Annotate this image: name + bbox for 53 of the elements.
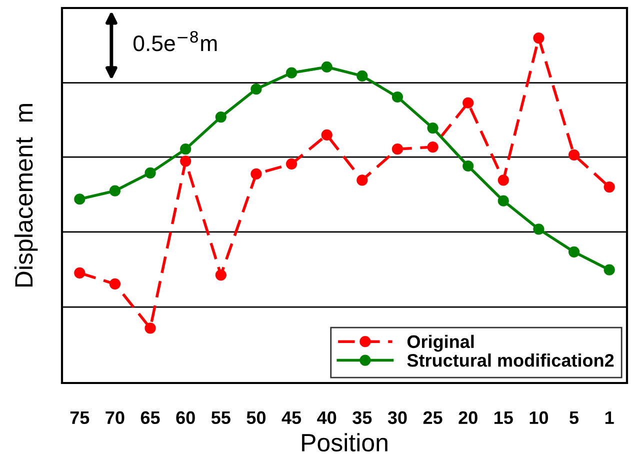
point	[392, 91, 404, 103]
x-tick-label: 70	[106, 411, 124, 424]
point	[215, 269, 226, 281]
point	[392, 144, 404, 155]
point	[74, 267, 86, 279]
point	[250, 84, 262, 95]
point	[286, 158, 298, 170]
point	[215, 111, 226, 123]
point	[321, 129, 332, 141]
x-tick-label: 75	[70, 411, 90, 424]
point	[568, 246, 580, 258]
x-tick-label: 55	[211, 411, 230, 424]
point	[568, 149, 580, 161]
x-tick-label: 45	[282, 411, 302, 424]
point	[180, 144, 192, 155]
annotation: 0.5e$^{−8}$m	[133, 30, 217, 52]
point	[462, 160, 474, 172]
point	[180, 156, 192, 167]
legend-label: Structural modification2	[407, 354, 614, 367]
point	[427, 141, 438, 153]
x-tick-label: 25	[423, 411, 442, 424]
point	[498, 195, 509, 206]
point	[498, 174, 509, 186]
x-tick-label: 15	[494, 411, 513, 424]
x-tick-label: 35	[352, 411, 372, 424]
point	[356, 70, 368, 82]
point	[604, 181, 615, 193]
point	[144, 167, 156, 178]
point	[462, 97, 474, 108]
x-tick-label: 5	[570, 411, 579, 424]
point	[533, 224, 544, 235]
point	[250, 168, 262, 180]
legend-label: Original	[407, 334, 474, 352]
point	[356, 174, 368, 186]
x-tick-label: 30	[388, 411, 407, 424]
x-axis-title: Position	[302, 433, 388, 452]
x-tick-label: 50	[246, 411, 266, 424]
x-tick-label: 20	[458, 411, 478, 424]
point	[109, 278, 121, 290]
x-tick-label: 40	[317, 411, 336, 424]
point	[144, 322, 156, 334]
x-tick-label: 1	[605, 411, 614, 424]
point	[533, 32, 544, 44]
point	[427, 122, 438, 134]
point	[604, 264, 615, 276]
point	[109, 185, 121, 196]
point	[74, 194, 86, 205]
x-tick-label: 60	[176, 411, 195, 424]
x-tick-label: 10	[530, 411, 548, 424]
point	[286, 67, 298, 78]
x-tick-label: 65	[140, 411, 160, 424]
point	[321, 61, 332, 73]
y-axis-title: Displacement m	[14, 104, 38, 287]
